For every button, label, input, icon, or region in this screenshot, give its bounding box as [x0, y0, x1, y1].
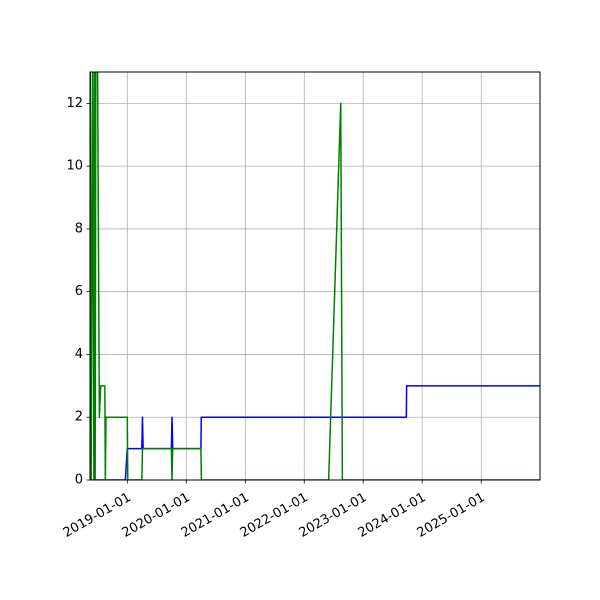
series-group — [90, 72, 540, 480]
series-line-1 — [90, 72, 540, 480]
y-tick-label: 10 — [66, 159, 83, 174]
y-tick-label: 6 — [75, 284, 83, 299]
gridlines — [90, 72, 540, 481]
y-tick-label: 0 — [75, 473, 83, 488]
plot-frame — [89, 71, 541, 481]
y-tick-label: 2 — [75, 410, 83, 425]
series-line-0 — [90, 385, 540, 480]
y-tick-label: 8 — [75, 221, 83, 236]
y-tick-label: 4 — [75, 347, 83, 362]
y-tick-label: 12 — [66, 96, 83, 111]
